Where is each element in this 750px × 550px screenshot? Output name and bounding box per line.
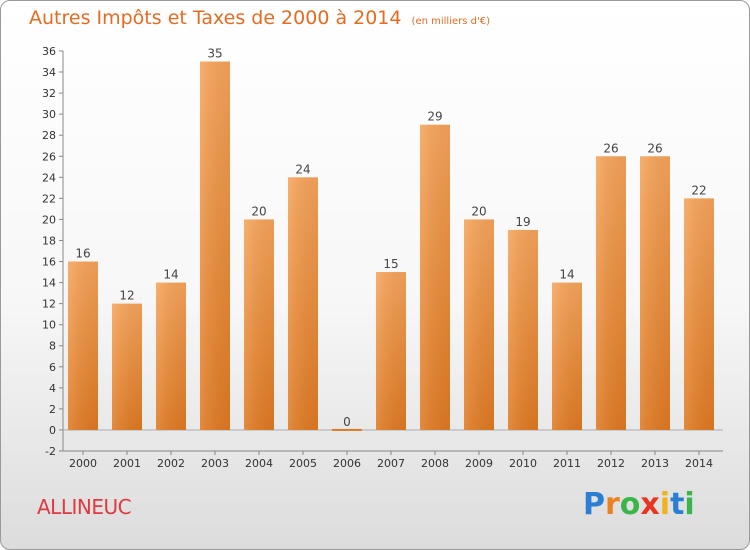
bar-shade xyxy=(640,156,670,430)
bar-shade xyxy=(596,156,626,430)
logo-letter: P xyxy=(583,487,605,522)
bar-shade xyxy=(508,229,538,430)
chart-title-unit: (en milliers d'€) xyxy=(411,16,490,27)
proxiti-logo: Proxiti xyxy=(583,487,695,522)
logo-letter: i xyxy=(659,487,671,522)
data-label: 14 xyxy=(163,268,178,282)
x-tick-label: 2001 xyxy=(113,457,141,470)
y-tick-label: 18 xyxy=(42,234,56,247)
x-tick-label: 2003 xyxy=(201,457,229,470)
data-label: 35 xyxy=(207,47,222,61)
y-tick-label: 24 xyxy=(42,171,56,184)
y-tick-label: 14 xyxy=(42,277,56,290)
bar-shade xyxy=(288,177,318,430)
y-tick-label: 2 xyxy=(49,403,56,416)
y-tick-label: 10 xyxy=(42,319,56,332)
y-tick-label: 4 xyxy=(49,382,56,395)
logo-letter: o xyxy=(619,487,641,522)
data-label: 22 xyxy=(691,183,706,197)
commune-name: ALLINEUC xyxy=(37,495,132,519)
y-tick-label: 8 xyxy=(49,340,56,353)
x-tick-label: 2013 xyxy=(641,457,669,470)
x-tick-label: 2000 xyxy=(69,457,97,470)
data-label: 20 xyxy=(471,204,486,218)
chart-title-text: Autres Impôts et Taxes de 2000 à 2014 xyxy=(29,7,402,29)
bar-shade xyxy=(156,282,186,430)
logo-letter: r xyxy=(605,487,620,522)
y-tick-label: 0 xyxy=(49,424,56,437)
x-tick-label: 2007 xyxy=(377,457,405,470)
x-tick-label: 2008 xyxy=(421,457,449,470)
bar-shade xyxy=(376,272,406,430)
y-tick-label: -2 xyxy=(45,445,56,458)
data-label: 12 xyxy=(119,289,134,303)
logo-letter: t xyxy=(670,487,685,522)
data-label: 16 xyxy=(75,247,90,261)
x-tick-label: 2006 xyxy=(333,457,361,470)
y-tick-label: 32 xyxy=(42,87,56,100)
logo-letter: i xyxy=(684,487,695,522)
logo-letter: x xyxy=(640,487,660,522)
y-tick-label: 22 xyxy=(42,192,56,205)
x-tick-label: 2012 xyxy=(597,457,625,470)
y-tick-label: 6 xyxy=(49,361,56,374)
bar-shade xyxy=(68,261,98,430)
y-tick-label: 20 xyxy=(42,213,56,226)
x-tick-label: 2005 xyxy=(289,457,317,470)
x-tick-label: 2009 xyxy=(465,457,493,470)
x-tick-label: 2014 xyxy=(685,457,713,470)
y-tick-label: 36 xyxy=(42,45,56,58)
bar-shade xyxy=(464,219,494,430)
x-tick-label: 2010 xyxy=(509,457,537,470)
x-tick-label: 2011 xyxy=(553,457,581,470)
y-tick-label: 12 xyxy=(42,298,56,311)
x-tick-label: 2002 xyxy=(157,457,185,470)
x-tick-label: 2004 xyxy=(245,457,273,470)
data-label: 15 xyxy=(383,257,398,271)
chart-title: Autres Impôts et Taxes de 2000 à 2014 (e… xyxy=(29,7,490,29)
bar-shade xyxy=(684,198,714,430)
y-tick-label: 26 xyxy=(42,150,56,163)
bar-shade xyxy=(200,61,230,430)
data-label: 20 xyxy=(251,204,266,218)
data-label: 26 xyxy=(603,141,618,155)
bar xyxy=(332,428,362,431)
data-label: 0 xyxy=(343,415,351,429)
bar-shade xyxy=(552,282,582,430)
y-tick-label: 16 xyxy=(42,256,56,269)
data-label: 19 xyxy=(515,215,530,229)
data-label: 26 xyxy=(647,141,662,155)
y-tick-label: 28 xyxy=(42,129,56,142)
bar-shade xyxy=(420,124,450,430)
bar-shade xyxy=(244,219,274,430)
data-label: 24 xyxy=(295,162,310,176)
y-tick-label: 30 xyxy=(42,108,56,121)
bar-shade xyxy=(112,303,142,430)
data-label: 29 xyxy=(427,110,442,124)
y-tick-label: 34 xyxy=(42,66,56,79)
data-label: 14 xyxy=(559,268,574,282)
